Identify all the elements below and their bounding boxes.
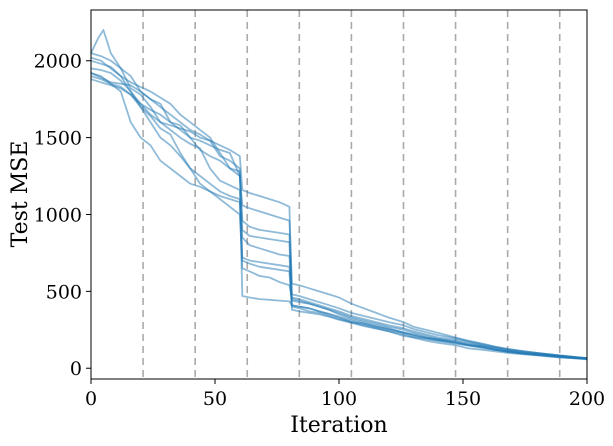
series-lines bbox=[90, 29, 588, 361]
x-tick-label-3: 150 bbox=[445, 388, 481, 410]
series-line-6 bbox=[90, 56, 588, 360]
x-tick-label-0: 0 bbox=[85, 388, 97, 410]
x-tick-label-2: 100 bbox=[321, 388, 357, 410]
x-tick-label-4: 200 bbox=[569, 388, 605, 410]
series-line-8 bbox=[90, 52, 588, 360]
series-line-0 bbox=[90, 29, 588, 360]
series-line-5 bbox=[90, 67, 588, 360]
series-line-4 bbox=[90, 72, 588, 360]
y-tick-label-2: 1000 bbox=[34, 204, 82, 226]
y-tick-label-0: 0 bbox=[70, 358, 82, 380]
y-axis-ticks: 0 500 1000 1500 2000 bbox=[34, 51, 91, 380]
x-tick-label-1: 50 bbox=[203, 388, 227, 410]
y-tick-label-3: 1500 bbox=[34, 128, 82, 150]
x-axis-label: Iteration bbox=[290, 413, 387, 438]
y-tick-label-1: 500 bbox=[46, 281, 82, 303]
y-axis-label: Test MSE bbox=[8, 141, 33, 248]
x-axis-ticks: 0 50 100 150 200 bbox=[85, 379, 605, 410]
y-tick-label-4: 2000 bbox=[34, 51, 82, 73]
vertical-dashed-lines bbox=[142, 10, 561, 379]
plot-frame bbox=[90, 9, 588, 380]
